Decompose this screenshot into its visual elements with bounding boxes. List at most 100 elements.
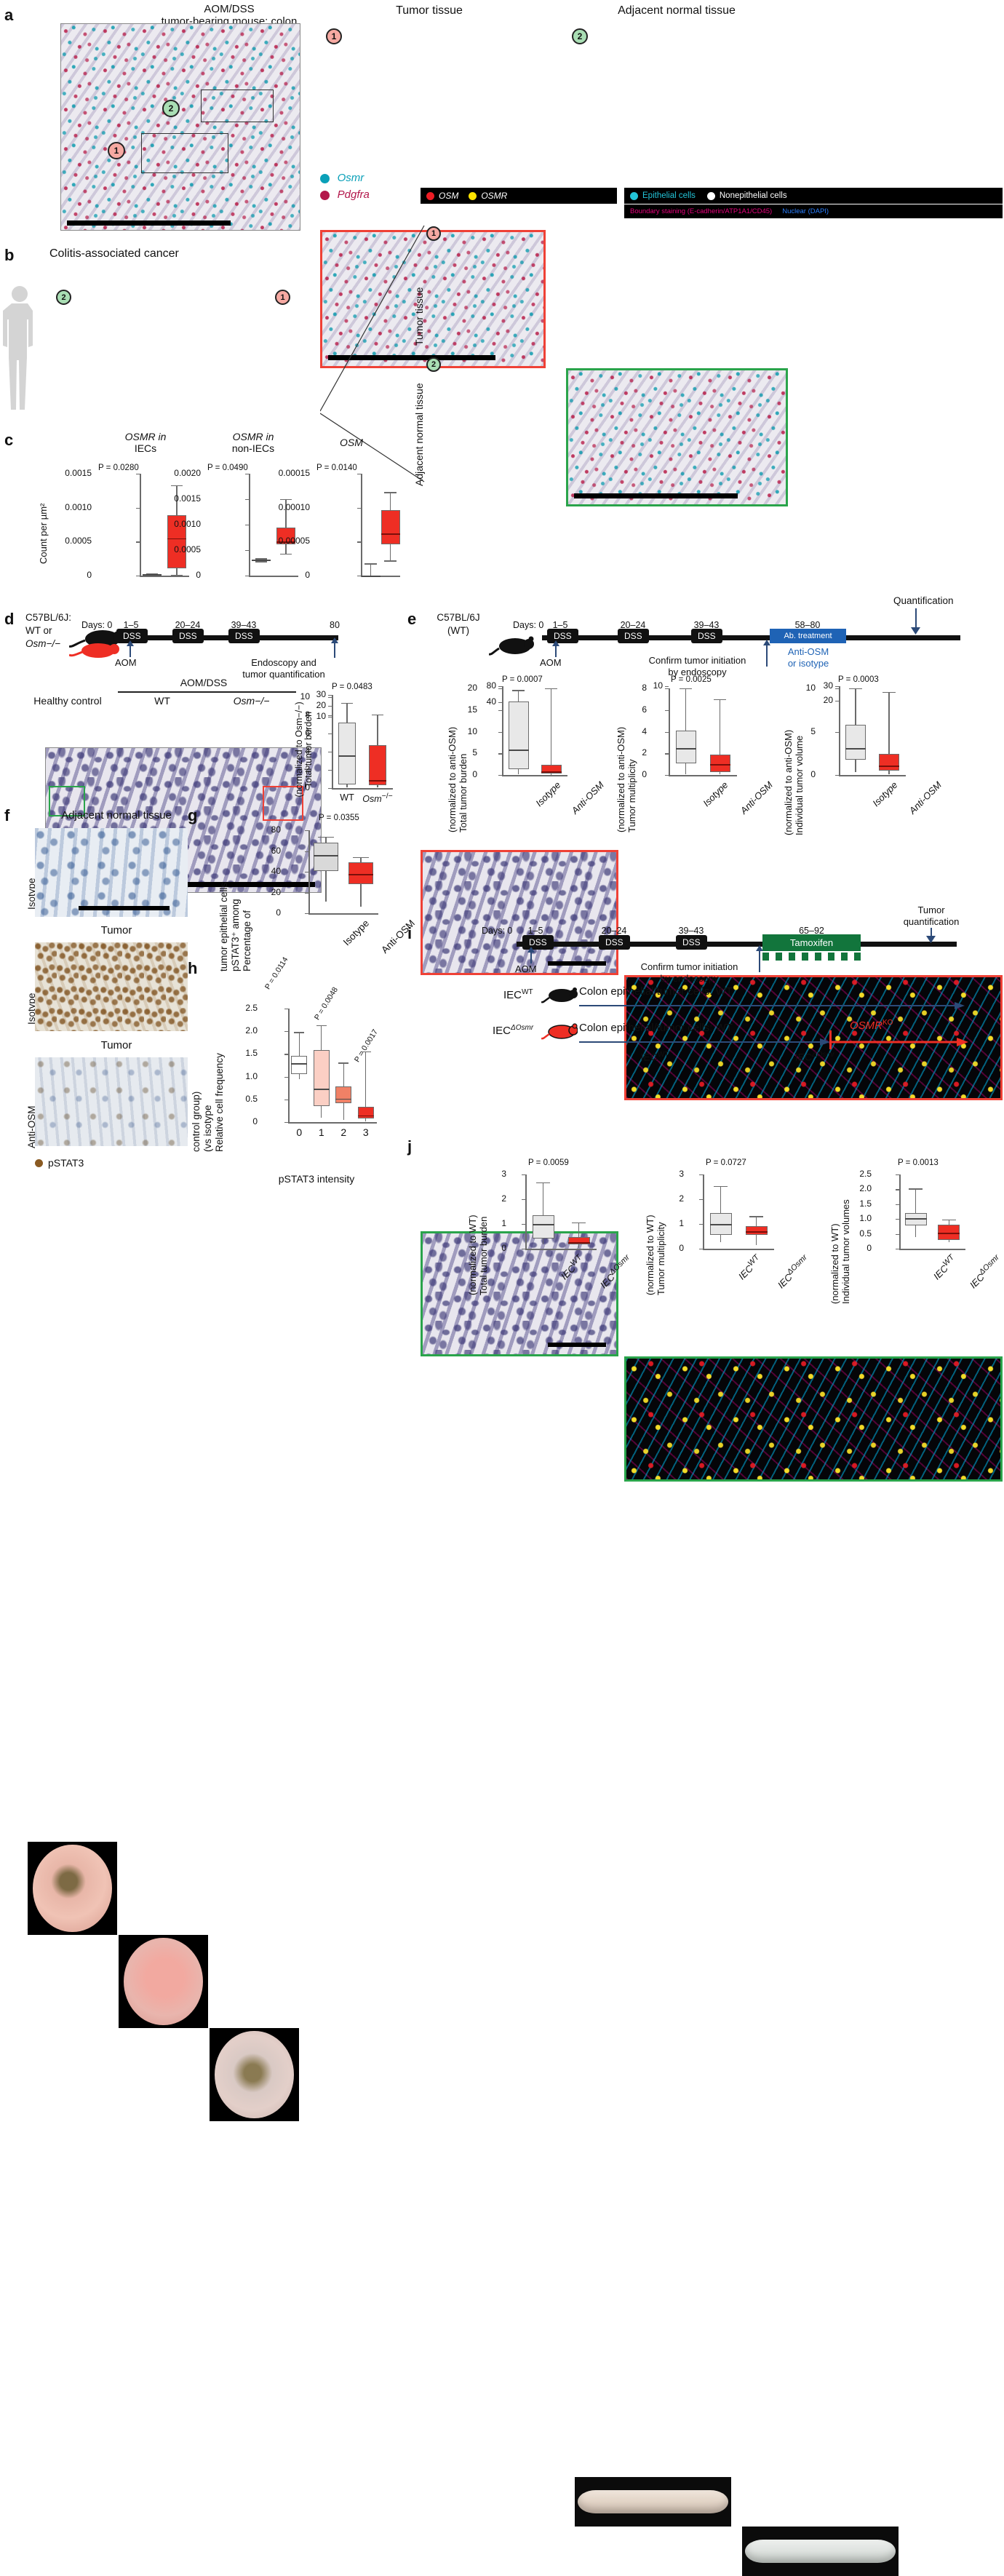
panel-i-row2-arrow-wt — [579, 1038, 830, 1046]
median-line — [568, 1242, 590, 1244]
chart-e2-pvalue: P = 0.0025 — [671, 675, 712, 684]
whisker-upper — [343, 1062, 344, 1086]
y-tick-label: 60 — [262, 846, 281, 856]
median-line — [938, 1233, 960, 1234]
chart-j2-pvalue: P = 0.0727 — [706, 1158, 746, 1167]
tumor-outline — [119, 1935, 208, 2028]
y-tick-label: 0.00015 — [268, 468, 310, 478]
panel-f-title-1: Tumor — [44, 924, 189, 937]
y-axis — [308, 830, 310, 913]
y-tick-label: 0 — [262, 907, 281, 918]
panel-d-timeline — [116, 635, 338, 640]
panel-b-callout-2: 2 — [56, 290, 71, 305]
cap-upper — [280, 499, 292, 500]
osmr-legend-label: Osmr — [338, 172, 364, 184]
y-tick-label: 1 — [496, 1218, 506, 1228]
panel-d-endpoint-line — [334, 642, 335, 658]
y-tick-label: 3 — [496, 1169, 506, 1179]
panel-i-confirm-label: Confirm tumor initiation by endoscopy — [622, 961, 757, 985]
panel-i-aom-arrow — [527, 947, 535, 953]
whisker-upper — [578, 1223, 579, 1237]
whisker-upper — [685, 688, 686, 731]
box — [533, 1215, 554, 1239]
y-tick-label: 2.5 — [853, 1169, 872, 1179]
panel-i-tamoxifen: Tamoxifen — [762, 934, 861, 951]
cap-upper — [536, 1182, 550, 1183]
median-line — [338, 755, 356, 757]
panel-b-row-label-normal: Adjacent normal tissue — [402, 357, 416, 488]
y-tick-label: 0 — [674, 1243, 684, 1253]
y-axis — [525, 1174, 527, 1249]
whisker-lower — [720, 1235, 721, 1242]
scale-bar — [67, 220, 231, 226]
cap-upper — [316, 1025, 327, 1026]
y-tick — [665, 753, 669, 754]
panel-d-dss-2: DSS — [172, 629, 204, 643]
y-axis — [703, 1174, 704, 1249]
mouse-icon-i-wt — [541, 985, 578, 1006]
chart-h1-pvalue-0: P = 0.0114 — [263, 955, 290, 991]
y-tick-label: 4 — [297, 746, 310, 756]
panel-label-e: e — [407, 610, 416, 629]
cap-upper — [384, 492, 397, 493]
y-tick — [328, 770, 332, 771]
panel-b-normal-fluor — [624, 1356, 1003, 1482]
panel-d-img-label-0: Healthy control — [20, 695, 115, 707]
panel-e-dss-2: DSS — [618, 629, 649, 643]
whisker-lower — [365, 1118, 366, 1121]
whisker-upper — [720, 1186, 721, 1213]
x-axis — [502, 775, 567, 776]
panel-i-dss-2: DSS — [599, 935, 630, 950]
y-tick — [665, 688, 669, 689]
median-line — [358, 1116, 374, 1117]
y-tick — [665, 710, 669, 711]
y-tick — [284, 1122, 288, 1123]
y-tick — [665, 775, 669, 776]
y-tick-label: 0 — [496, 1243, 506, 1253]
whisker-lower — [321, 1106, 322, 1118]
y-tick-label: 1 — [674, 1218, 684, 1228]
y-tick-label: 0 — [461, 769, 477, 779]
callout-circle-2: 2 — [162, 100, 180, 117]
panel-i-row1-label: IECWT — [503, 988, 533, 1001]
median-line — [291, 1063, 307, 1065]
whisker-lower — [685, 763, 686, 775]
x-tick-label: Isotype — [701, 779, 730, 808]
median-line — [314, 855, 338, 856]
y-tick-label: 0.0010 — [162, 519, 201, 529]
pdgfra-legend-label: Pdgfra — [338, 188, 370, 201]
mouse-icon-e — [489, 635, 534, 659]
y-tick — [305, 913, 308, 914]
y-tick-label: 2 — [634, 747, 647, 758]
whisker-lower — [377, 785, 378, 787]
whisker-lower — [360, 884, 361, 907]
cap-upper — [749, 1216, 763, 1217]
y-tick — [896, 1219, 899, 1220]
panel-i-dss-3: DSS — [676, 935, 707, 950]
mouse-icon-i-ko — [541, 1022, 578, 1042]
panel-e-aom-arrow — [552, 640, 559, 646]
y-axis — [140, 474, 141, 576]
osm-legend-dot — [426, 192, 434, 200]
panel-i-row2-label: IECΔOsmr — [493, 1024, 533, 1037]
panel-d-group-rule — [118, 691, 296, 693]
panel-i-row1-arrow — [579, 1001, 965, 1010]
panel-d-img-label-2: Osm−/− — [210, 695, 293, 707]
panel-i-ko-label: OSMRKO — [850, 1019, 893, 1032]
chart-j2-ylabel: Tumor multiplicity (normalized to WT) — [645, 1164, 674, 1295]
chart-e1-pvalue: P = 0.0007 — [502, 675, 543, 684]
y-tick-label: 1.5 — [236, 1048, 258, 1058]
panel-i-img-label-right: IECΔOsmr — [764, 1051, 866, 1063]
panel-f-legend: pSTAT3 — [35, 1157, 84, 1169]
panel-label-a: a — [4, 6, 13, 25]
panel-d-group-header: AOM/DSS — [113, 677, 295, 688]
box — [338, 723, 356, 784]
panel-b-callout-1: 1 — [275, 290, 290, 305]
panel-e-ab-treatment: Ab. treatment — [770, 629, 846, 643]
panel-d-img-label-1: WT — [122, 695, 202, 707]
whisker-upper — [756, 1216, 757, 1226]
